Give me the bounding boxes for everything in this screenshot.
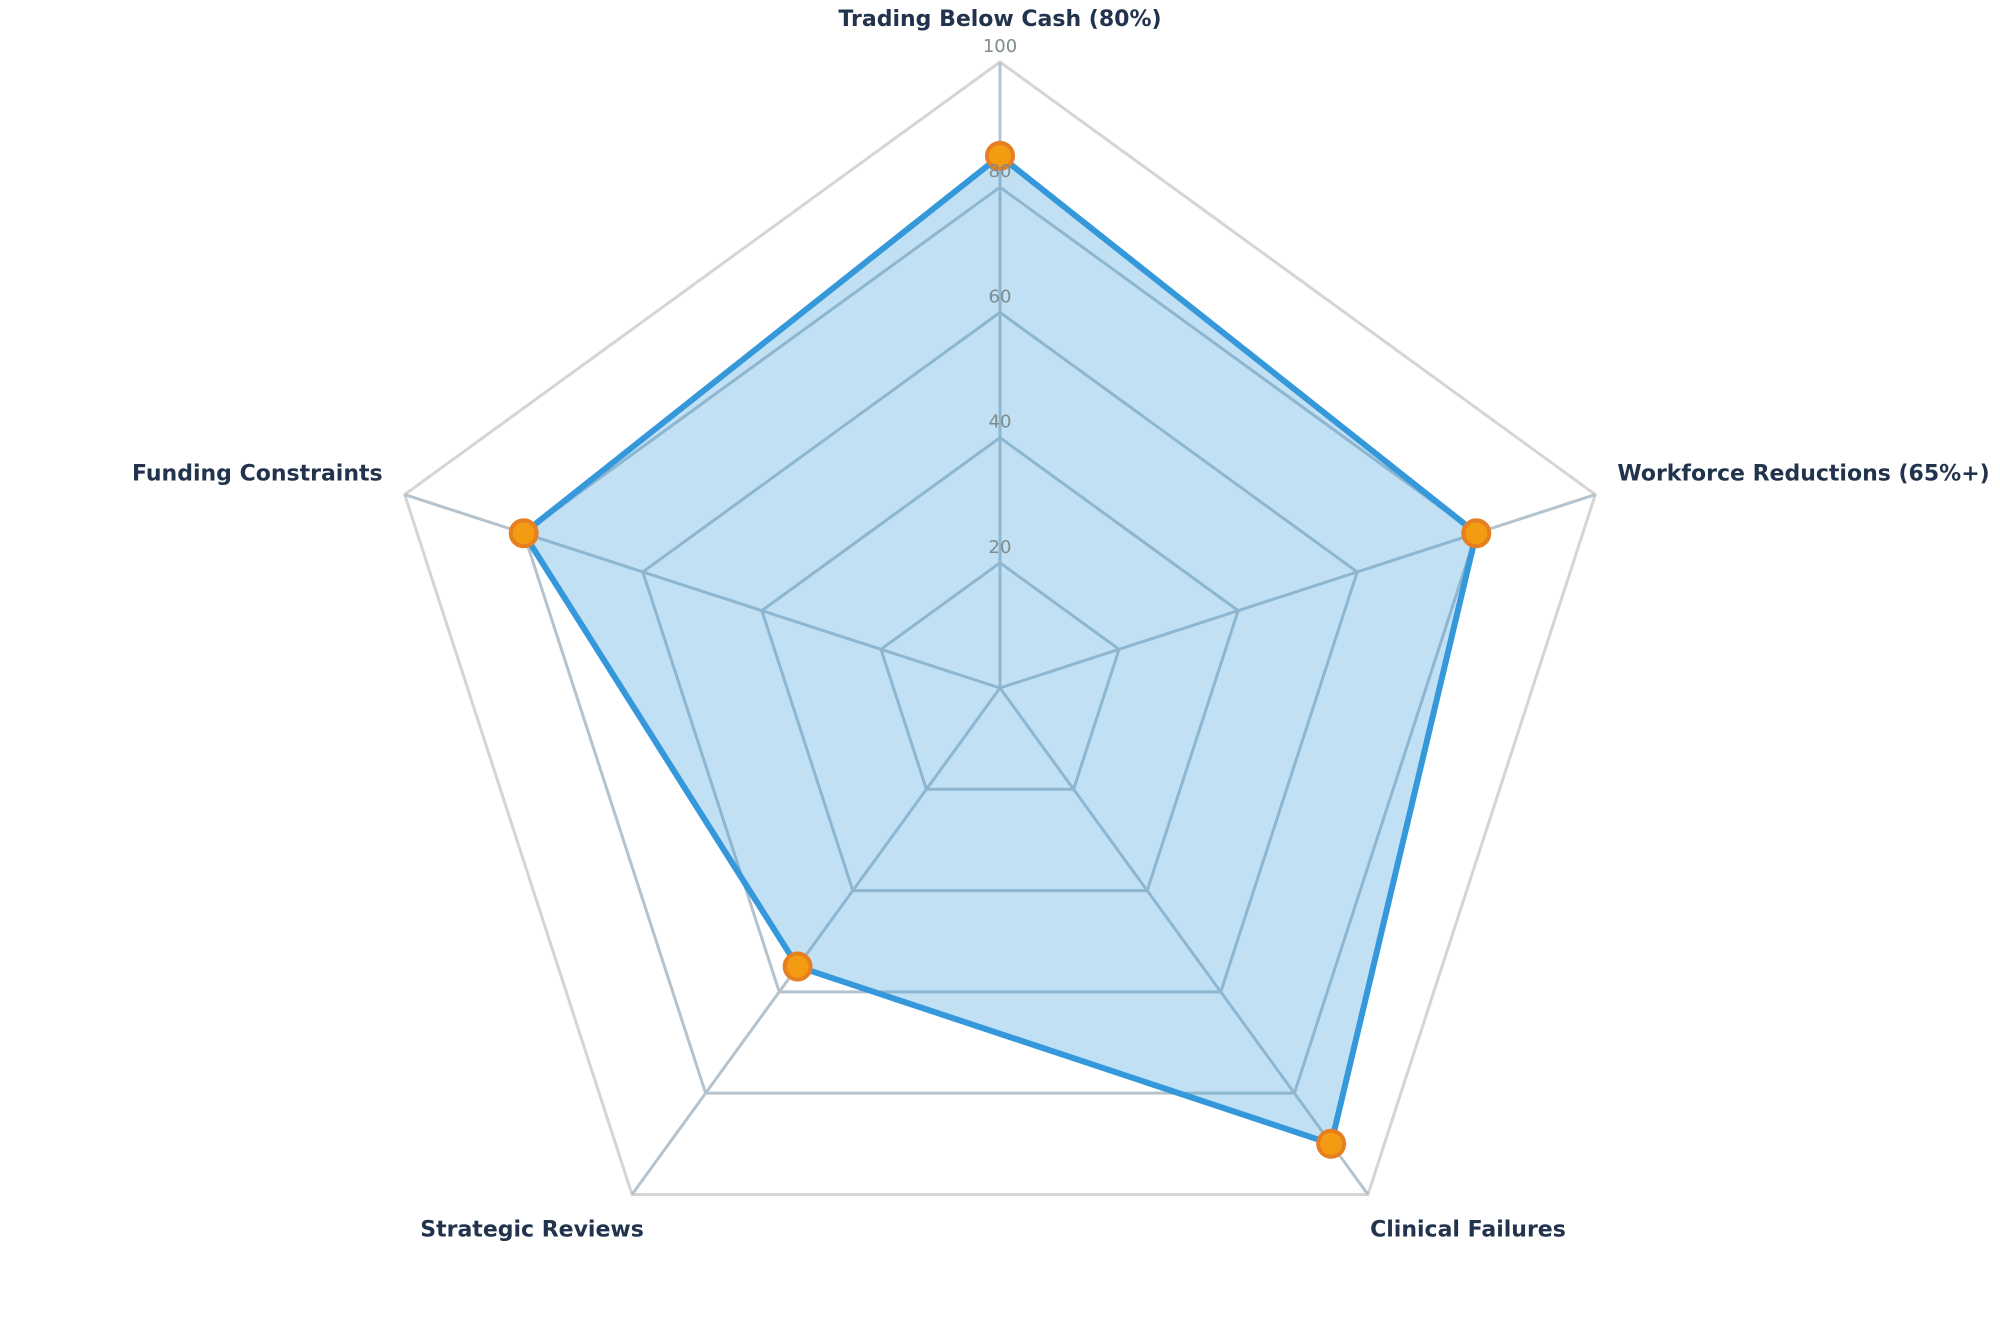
data-point-0 [985, 140, 1015, 171]
radial-spoke-3 [630, 687, 1002, 1196]
axis-label-4: Funding Constraints [132, 462, 383, 487]
radial-tick-label: 80 [989, 161, 1012, 182]
series-line [519, 152, 1480, 1148]
axis-label-2: Clinical Failures [1370, 1217, 1566, 1242]
grid-ring-100 [402, 60, 1598, 1196]
grid-layer [402, 60, 1598, 1196]
radial-spoke-4 [404, 493, 1001, 690]
data-point-3 [782, 951, 813, 982]
axis-label-layer: Trading Below Cash (80%) Workforce Reduct… [132, 7, 1990, 1242]
grid-ring-20 [879, 560, 1121, 791]
axis-label-0: Trading Below Cash (80%) [838, 7, 1161, 32]
tick-layer: 20 40 60 80 100 [983, 36, 1017, 558]
radial-spoke-2 [998, 687, 1370, 1196]
radial-tick-label: 20 [989, 537, 1012, 558]
data-point-1 [1461, 518, 1492, 549]
radial-tick-label: 40 [989, 412, 1012, 433]
grid-ring-80 [521, 185, 1479, 1095]
radial-tick-label: 100 [983, 36, 1017, 57]
grid-ring-60 [641, 310, 1359, 994]
data-point-4 [508, 518, 539, 549]
radial-tick-label: 60 [989, 286, 1012, 307]
axis-label-3: Strategic Reviews [420, 1217, 644, 1242]
series-layer [508, 140, 1492, 1159]
grid-ring-40 [760, 435, 1240, 893]
data-point-2 [1316, 1128, 1347, 1159]
series-area [523, 155, 1477, 1144]
radial-spoke-1 [999, 493, 1596, 690]
axis-label-1: Workforce Reductions (65%+) [1617, 462, 1989, 487]
